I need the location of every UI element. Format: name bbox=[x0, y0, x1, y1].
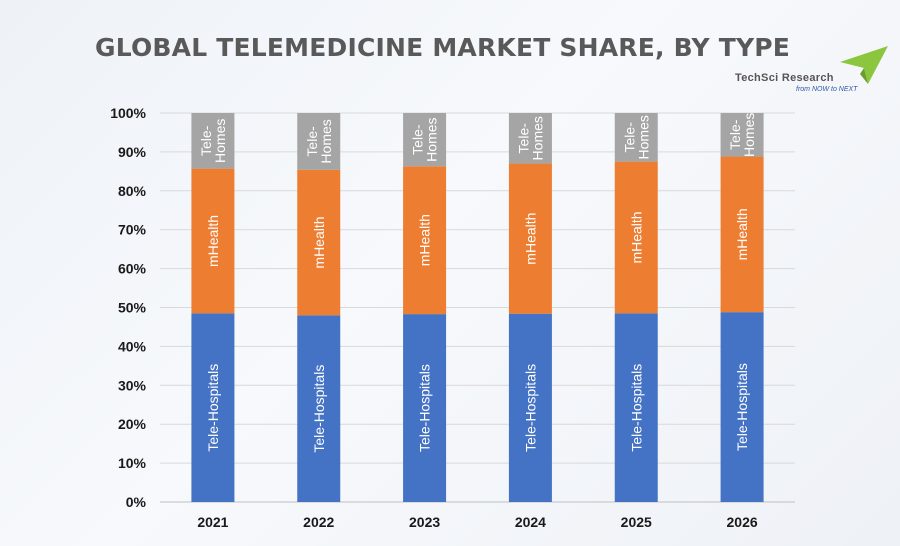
labels: 0%10%20%30%40%50%60%70%80%90%100%Tele-Ho… bbox=[110, 105, 758, 530]
segment-label: Tele-Hospitals bbox=[628, 364, 644, 452]
x-tick-label: 2024 bbox=[515, 514, 546, 530]
bar-segment-tele-hospitals bbox=[403, 314, 447, 502]
segment-label-group: Tele-Hospitals bbox=[628, 364, 644, 452]
bar-segment-tele-hospitals bbox=[297, 315, 341, 502]
segment-label: Homes bbox=[318, 119, 334, 163]
segment-label: Tele- bbox=[727, 119, 743, 150]
bar-segment-mhealth bbox=[191, 168, 235, 314]
segment-label-group: Tele-Hospitals bbox=[734, 363, 750, 451]
green-arrow-chevron-icon bbox=[840, 46, 888, 84]
segment-label-group: Tele-Homes bbox=[515, 116, 545, 160]
segment-label: mHealth bbox=[311, 216, 327, 268]
y-tick-label: 30% bbox=[118, 377, 147, 393]
y-tick-label: 50% bbox=[118, 300, 147, 316]
bar-segment-tele-homes bbox=[720, 113, 764, 157]
bar-segment-tele-homes bbox=[297, 113, 341, 170]
x-tick-label: 2021 bbox=[197, 514, 228, 530]
y-tick-label: 100% bbox=[110, 105, 146, 121]
y-tick-label: 20% bbox=[118, 416, 147, 432]
bar-segment-tele-hospitals bbox=[720, 312, 764, 502]
x-tick-label: 2023 bbox=[409, 514, 440, 530]
segment-label: Tele-Hospitals bbox=[522, 364, 538, 452]
segment-label: Homes bbox=[741, 113, 757, 157]
segment-label-group: Tele-Hospitals bbox=[205, 364, 221, 452]
bar-segment-tele-hospitals bbox=[614, 313, 658, 502]
segment-label: mHealth bbox=[417, 214, 433, 266]
x-tick-label: 2025 bbox=[621, 514, 652, 530]
segment-label-group: mHealth bbox=[734, 208, 750, 260]
bar-segment-mhealth bbox=[508, 163, 552, 314]
gridlines bbox=[160, 112, 795, 503]
bar-segment-mhealth bbox=[403, 166, 447, 315]
bar-segment-tele-homes bbox=[614, 113, 658, 162]
segment-label: Homes bbox=[635, 115, 651, 159]
bar-segment-tele-hospitals bbox=[191, 313, 235, 502]
bar-segment-mhealth bbox=[297, 169, 341, 316]
segment-label-group: Tele-Hospitals bbox=[417, 364, 433, 452]
segment-label: Tele-Hospitals bbox=[311, 365, 327, 453]
segment-label-group: mHealth bbox=[522, 213, 538, 265]
bars bbox=[191, 113, 764, 502]
segment-label: Tele- bbox=[198, 125, 214, 156]
segment-label: Tele-Hospitals bbox=[417, 364, 433, 452]
segment-label: mHealth bbox=[628, 211, 644, 263]
segment-label: Tele- bbox=[515, 123, 531, 154]
segment-label-group: Tele-Homes bbox=[727, 113, 757, 157]
bar-segment-tele-hospitals bbox=[508, 313, 552, 502]
y-tick-label: 90% bbox=[118, 144, 147, 160]
segment-label: Tele- bbox=[304, 126, 320, 157]
segment-label-group: mHealth bbox=[628, 211, 644, 263]
segment-label-group: Tele-Hospitals bbox=[522, 364, 538, 452]
bar-segment-tele-homes bbox=[403, 113, 447, 167]
y-tick-label: 40% bbox=[118, 338, 147, 354]
bar-segment-tele-homes bbox=[191, 113, 235, 169]
chart-title: GLOBAL TELEMEDICINE MARKET SHARE, BY TYP… bbox=[95, 33, 791, 62]
segment-label: Homes bbox=[529, 116, 545, 160]
y-tick-label: 60% bbox=[118, 261, 147, 277]
segment-label: Tele-Hospitals bbox=[734, 363, 750, 451]
segment-label: Tele-Hospitals bbox=[205, 364, 221, 452]
segment-label-group: Tele-Homes bbox=[198, 119, 228, 163]
segment-label-group: mHealth bbox=[417, 214, 433, 266]
y-tick-label: 10% bbox=[118, 455, 147, 471]
segment-label-group: mHealth bbox=[311, 216, 327, 268]
bar-segment-tele-homes bbox=[508, 113, 552, 164]
segment-label: mHealth bbox=[734, 208, 750, 260]
x-tick-label: 2026 bbox=[727, 514, 758, 530]
segment-label-group: Tele-Hospitals bbox=[311, 365, 327, 453]
segment-label: Tele- bbox=[621, 122, 637, 153]
x-tick-label: 2022 bbox=[303, 514, 334, 530]
y-tick-label: 80% bbox=[118, 183, 147, 199]
segment-label-group: Tele-Homes bbox=[410, 117, 440, 161]
segment-label: mHealth bbox=[522, 213, 538, 265]
logo-name: TechSci Research bbox=[735, 72, 834, 84]
segment-label-group: Tele-Homes bbox=[621, 115, 651, 159]
bar-segment-mhealth bbox=[614, 161, 658, 314]
y-tick-label: 0% bbox=[126, 494, 147, 510]
segment-label: Homes bbox=[424, 117, 440, 161]
segment-label-group: Tele-Homes bbox=[304, 119, 334, 163]
y-tick-label: 70% bbox=[118, 222, 147, 238]
segment-label: mHealth bbox=[205, 215, 221, 267]
logo-tagline: from NOW to NEXT bbox=[796, 86, 858, 93]
segment-label: Tele- bbox=[410, 124, 426, 155]
bar-segment-mhealth bbox=[720, 156, 764, 313]
segment-label-group: mHealth bbox=[205, 215, 221, 267]
techsci-logo: TechSci Research from NOW to NEXT bbox=[730, 44, 890, 100]
segment-label: Homes bbox=[212, 119, 228, 163]
